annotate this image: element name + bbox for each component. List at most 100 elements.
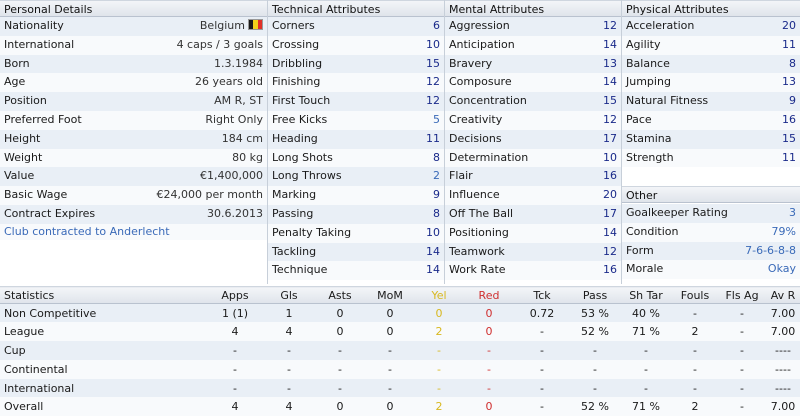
stat-cell: 0 bbox=[366, 322, 414, 342]
stat-cell: - bbox=[464, 359, 514, 379]
attribute-label: Penalty Taking bbox=[272, 225, 352, 239]
attribute-label: Creativity bbox=[449, 112, 503, 126]
column-header[interactable]: Av R bbox=[766, 286, 800, 304]
row-label: Age bbox=[4, 75, 26, 89]
attribute-label: Composure bbox=[449, 75, 512, 89]
row-value: €24,000 per month bbox=[156, 188, 263, 202]
column-header[interactable]: Tck bbox=[514, 286, 570, 304]
stat-cell: - bbox=[464, 341, 514, 360]
attribute-value: 8 bbox=[433, 150, 440, 164]
row-label: Weight bbox=[4, 150, 43, 164]
attribute-row: Influence 20 bbox=[445, 186, 621, 205]
stat-cell: - bbox=[672, 341, 718, 360]
stat-cell: 0 bbox=[414, 303, 464, 323]
stat-cell: - bbox=[672, 359, 718, 379]
stat-cell: 2 bbox=[414, 322, 464, 342]
detail-row: Age 26 years old bbox=[0, 73, 267, 93]
attribute-label: Long Throws bbox=[272, 169, 342, 183]
stat-cell: - bbox=[414, 359, 464, 379]
attribute-label: Crossing bbox=[272, 37, 320, 51]
other-label: Morale bbox=[626, 262, 664, 276]
column-header[interactable]: Gls bbox=[264, 286, 314, 304]
column-header-yellow[interactable]: Yel bbox=[414, 286, 464, 304]
attribute-row: Long Throws 2 bbox=[268, 167, 444, 187]
row-label: Height bbox=[4, 131, 41, 145]
stat-cell: 71 % bbox=[620, 397, 672, 416]
stat-cell: 52 % bbox=[570, 397, 620, 416]
mental-attributes-panel: Aggression 12 Anticipation 14 Bravery 13 Co… bbox=[445, 17, 621, 281]
stat-cell: - bbox=[264, 341, 314, 360]
row-label: Value bbox=[4, 169, 35, 183]
stat-cell: - bbox=[414, 341, 464, 360]
stat-cell: - bbox=[718, 359, 766, 379]
other-panel: Goalkeeper Rating 3 Condition 79% Form 7-6-… bbox=[622, 204, 800, 280]
attribute-row: Teamwork 12 bbox=[445, 242, 621, 262]
stat-cell: 1 bbox=[264, 303, 314, 323]
attribute-label: Positioning bbox=[449, 225, 509, 239]
column-header[interactable]: MoM bbox=[366, 286, 414, 304]
attribute-row: Heading 11 bbox=[268, 129, 444, 149]
attribute-row: Bravery 13 bbox=[445, 54, 621, 74]
attribute-value: 17 bbox=[603, 131, 617, 145]
column-divider bbox=[267, 0, 268, 284]
stat-cell: 0 bbox=[366, 303, 414, 323]
attribute-value: 15 bbox=[603, 94, 617, 108]
attribute-label: Dribbling bbox=[272, 56, 323, 70]
attribute-label: Flair bbox=[449, 169, 473, 183]
club-contract-link[interactable]: Club contracted to Anderlecht bbox=[0, 223, 267, 240]
column-header[interactable]: Asts bbox=[314, 286, 366, 304]
statistics-row: International - - - - - - - - - - - ---- bbox=[0, 378, 800, 398]
attribute-label: Technique bbox=[272, 263, 328, 277]
stat-cell: 2 bbox=[414, 397, 464, 416]
stat-cell: 7.00 bbox=[766, 322, 800, 342]
stat-cell: - bbox=[366, 341, 414, 360]
attribute-label: Strength bbox=[626, 150, 674, 164]
row-value: 1.3.1984 bbox=[214, 56, 263, 70]
stat-cell: - bbox=[264, 378, 314, 398]
attribute-label: Determination bbox=[449, 150, 529, 164]
stat-cell: 0.72 bbox=[514, 303, 570, 323]
other-label: Goalkeeper Rating bbox=[626, 206, 728, 219]
column-header[interactable]: Statistics bbox=[0, 286, 206, 304]
attribute-label: Jumping bbox=[626, 75, 671, 89]
stat-cell: - bbox=[718, 341, 766, 360]
attribute-label: Off The Ball bbox=[449, 206, 514, 220]
statistics-panel: Statistics Apps Gls Asts MoM Yel Red Tck… bbox=[0, 286, 800, 416]
stat-cell: 40 % bbox=[620, 303, 672, 323]
attribute-value: 14 bbox=[603, 75, 617, 89]
column-header[interactable]: Pass bbox=[570, 286, 620, 304]
attribute-value: 11 bbox=[782, 150, 796, 164]
column-header[interactable]: Fls Ag bbox=[718, 286, 766, 304]
attribute-value: 10 bbox=[603, 150, 617, 164]
detail-row: Preferred Foot Right Only bbox=[0, 110, 267, 130]
attribute-value: 15 bbox=[782, 131, 796, 145]
stat-cell: - bbox=[514, 359, 570, 379]
attribute-value: 11 bbox=[782, 37, 796, 51]
attribute-row: Long Shots 8 bbox=[268, 148, 444, 168]
stat-cell: ---- bbox=[766, 341, 800, 360]
column-header[interactable]: Fouls bbox=[672, 286, 718, 304]
column-header[interactable]: Apps bbox=[206, 286, 264, 304]
row-value: 184 cm bbox=[221, 131, 263, 145]
statistics-table: Statistics Apps Gls Asts MoM Yel Red Tck… bbox=[0, 286, 800, 416]
attribute-value: 15 bbox=[426, 56, 440, 70]
attribute-row: Determination 10 bbox=[445, 148, 621, 168]
stat-cell: - bbox=[570, 378, 620, 398]
row-value: 4 caps / 3 goals bbox=[176, 37, 263, 51]
stat-cell: 4 bbox=[206, 322, 264, 342]
statistics-header-row: Statistics Apps Gls Asts MoM Yel Red Tck… bbox=[0, 286, 800, 304]
attribute-value: 11 bbox=[426, 131, 440, 145]
column-header[interactable]: Sh Tar bbox=[620, 286, 672, 304]
attribute-value: 16 bbox=[782, 112, 796, 126]
stat-cell: - bbox=[514, 378, 570, 398]
stat-cell: - bbox=[672, 303, 718, 323]
attribute-value: 8 bbox=[789, 56, 796, 70]
column-header-red[interactable]: Red bbox=[464, 286, 514, 304]
attribute-row: Technique 14 bbox=[268, 261, 444, 281]
attribute-value: 12 bbox=[603, 19, 617, 32]
attribute-value: 12 bbox=[426, 94, 440, 108]
attribute-value: 12 bbox=[603, 112, 617, 126]
stat-cell: - bbox=[366, 378, 414, 398]
stat-cell: ---- bbox=[766, 359, 800, 379]
attribute-label: Agility bbox=[626, 37, 661, 51]
